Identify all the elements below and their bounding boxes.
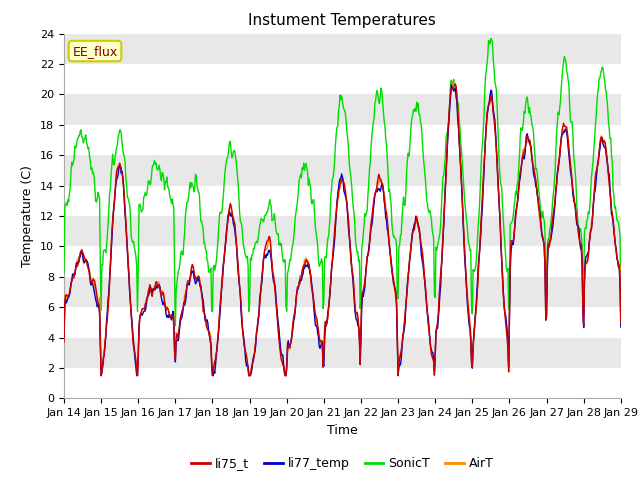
Bar (64, 277, 621, 307)
Bar (64, 307, 621, 337)
Bar (64, 246, 621, 277)
Bar (64, 216, 621, 246)
Bar (64, 337, 621, 368)
Y-axis label: Temperature (C): Temperature (C) (22, 165, 35, 267)
Bar (64, 155, 621, 186)
Text: EE_flux: EE_flux (72, 45, 118, 58)
X-axis label: Time: Time (327, 424, 358, 437)
Title: Instument Temperatures: Instument Temperatures (248, 13, 436, 28)
Legend: li75_t, li77_temp, SonicT, AirT: li75_t, li77_temp, SonicT, AirT (186, 452, 499, 475)
Bar (64, 368, 621, 398)
Bar (64, 34, 621, 64)
Bar (64, 125, 621, 155)
Bar (64, 64, 621, 95)
Bar (64, 186, 621, 216)
Bar (64, 95, 621, 125)
